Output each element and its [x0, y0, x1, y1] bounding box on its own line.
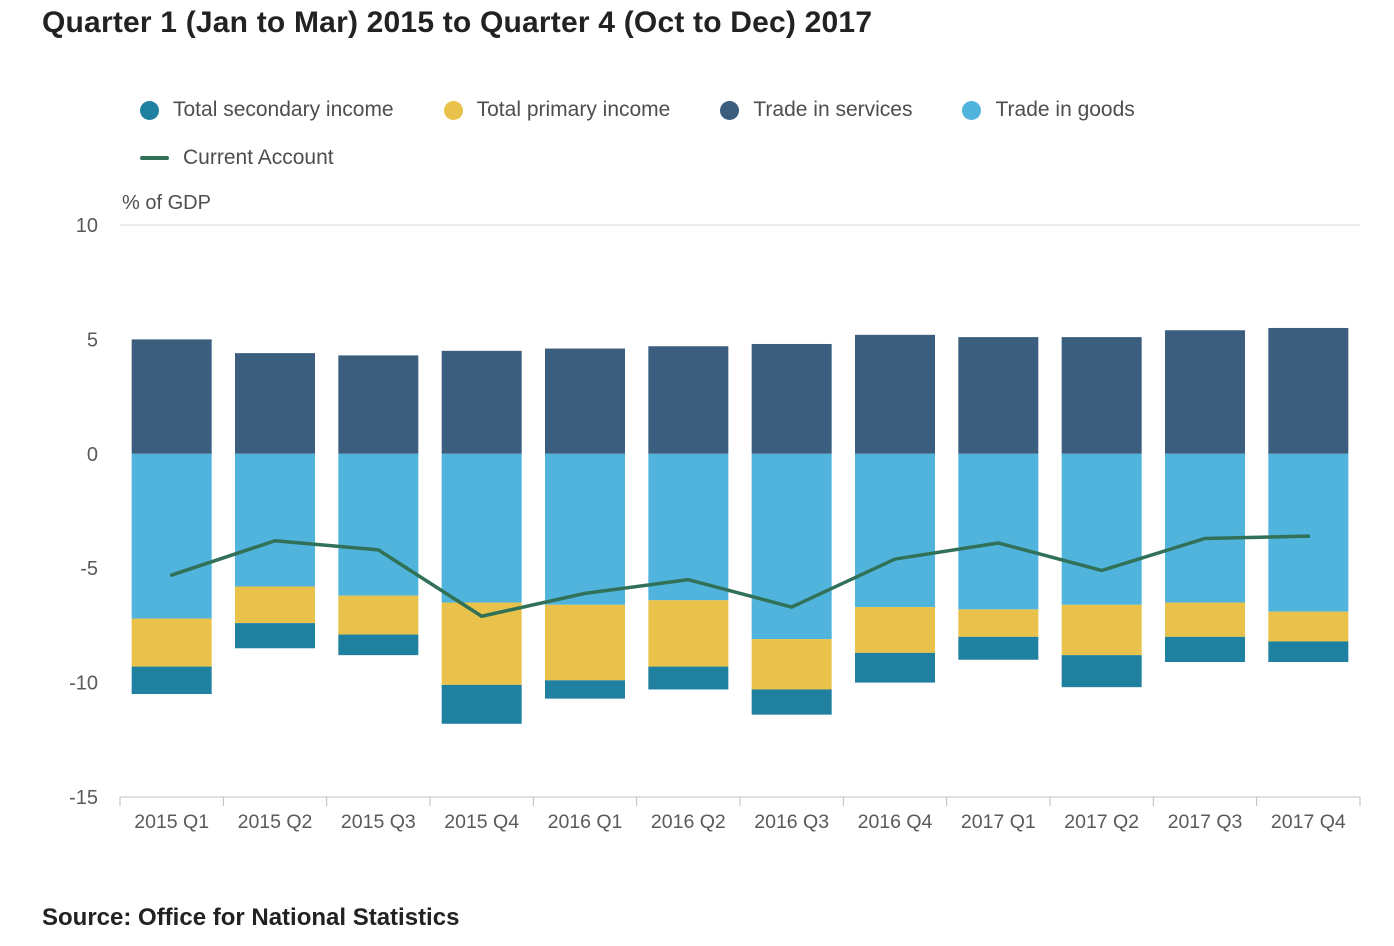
bar-segment[interactable] — [131, 453, 212, 619]
y-axis-tick-label: -5 — [80, 558, 98, 580]
legend-item-trade-in-services[interactable]: Trade in services — [720, 98, 912, 122]
legend-dot-swatch-icon — [720, 100, 740, 120]
bar-segment[interactable] — [648, 666, 729, 690]
y-axis-tick-label: 10 — [76, 215, 98, 237]
bar-segment[interactable] — [855, 334, 935, 454]
bar-segment[interactable] — [1061, 604, 1142, 656]
y-axis-tick-label: -10 — [69, 673, 98, 695]
legend-item-total-primary-income[interactable]: Total primary income — [443, 98, 671, 122]
current-account-line — [169, 534, 1311, 618]
bar-segment[interactable] — [648, 346, 729, 454]
bar-segment[interactable] — [751, 689, 832, 715]
legend-label: Current Account — [183, 146, 334, 169]
x-axis-category-label: 2017 Q2 — [1064, 811, 1139, 833]
bar-segment[interactable] — [545, 680, 625, 699]
bar-segment[interactable] — [1061, 337, 1142, 454]
bar-segment[interactable] — [131, 618, 212, 667]
legend-dot-swatch-icon — [443, 100, 463, 120]
legend-label: Trade in goods — [995, 98, 1135, 121]
bar-segment[interactable] — [338, 453, 419, 596]
legend-item-total-secondary-income[interactable]: Total secondary income — [140, 98, 394, 122]
legend-item-trade-in-goods[interactable]: Trade in goods — [962, 98, 1135, 122]
x-axis-category-label: 2017 Q4 — [1271, 811, 1346, 833]
x-axis-category-label: 2017 Q1 — [961, 811, 1036, 833]
x-axis-category-label: 2016 Q4 — [858, 811, 933, 833]
x-axis-category-label: 2016 Q2 — [651, 811, 726, 833]
bar-segment[interactable] — [1268, 611, 1349, 642]
bar-segment[interactable] — [855, 453, 935, 608]
x-axis-category-label: 2016 Q3 — [754, 811, 829, 833]
bar-segment[interactable] — [131, 339, 212, 454]
bar-segment[interactable] — [441, 453, 522, 603]
bar-segment[interactable] — [545, 453, 625, 605]
x-axis-category-label: 2015 Q2 — [238, 811, 313, 833]
bar-segment[interactable] — [235, 353, 315, 454]
bar-segment[interactable] — [235, 586, 315, 624]
bar-segment[interactable] — [235, 453, 315, 587]
bar-segment[interactable] — [545, 348, 625, 454]
y-axis-tick-label: 0 — [87, 444, 98, 466]
bar-segment[interactable] — [441, 350, 522, 454]
bar-segment[interactable] — [1061, 453, 1142, 605]
bar-segment[interactable] — [545, 604, 625, 681]
x-axis-category-label: 2017 Q3 — [1168, 811, 1243, 833]
bar-segment[interactable] — [958, 337, 1039, 454]
bar-segment[interactable] — [441, 684, 522, 724]
bar-segment[interactable] — [751, 343, 832, 454]
bar-segment[interactable] — [1268, 327, 1349, 454]
legend-item-current-account[interactable]: Current Account — [140, 146, 334, 170]
legend-dot-swatch-icon — [962, 100, 982, 120]
bar-segment[interactable] — [855, 607, 935, 653]
bar-segment[interactable] — [1165, 636, 1245, 663]
bar-segment[interactable] — [338, 634, 419, 656]
legend-dot-swatch-icon — [140, 100, 159, 120]
legend-row: Total secondary income Total primary inco… — [140, 98, 1135, 122]
bar-segment[interactable] — [131, 666, 212, 695]
bar-segment[interactable] — [855, 652, 935, 683]
x-axis-category-label: 2015 Q3 — [341, 811, 416, 833]
bar-segment[interactable] — [1061, 655, 1142, 688]
y-axis-tick-label: -15 — [69, 787, 98, 809]
legend-label: Total primary income — [476, 98, 671, 121]
legend: Total secondary income Total primary inco… — [140, 98, 1135, 170]
bar-segment[interactable] — [751, 453, 832, 640]
bar-segment[interactable] — [1268, 641, 1349, 663]
bar-segment[interactable] — [648, 600, 729, 667]
bar-segment[interactable] — [1165, 453, 1245, 603]
bar-segment[interactable] — [338, 595, 419, 635]
bar-segment[interactable] — [958, 453, 1039, 610]
bar-segment[interactable] — [1165, 330, 1245, 454]
bar-segment[interactable] — [958, 636, 1039, 660]
legend-label: Trade in services — [753, 98, 913, 121]
bar-segment[interactable] — [648, 453, 729, 601]
x-axis-category-label: 2016 Q1 — [548, 811, 623, 833]
bar-segment[interactable] — [751, 639, 832, 690]
x-axis-category-label: 2015 Q4 — [444, 811, 519, 833]
y-axis-unit-label: % of GDP — [122, 192, 211, 214]
bar-segment[interactable] — [1268, 453, 1349, 612]
bar-segment[interactable] — [235, 623, 315, 649]
y-axis-tick-label: 5 — [87, 329, 98, 351]
source-note: Source: Office for National Statistics — [42, 904, 460, 931]
legend-label: Total secondary income — [173, 98, 394, 121]
chart-title: Quarter 1 (Jan to Mar) 2015 to Quarter 4… — [42, 6, 873, 39]
bar-segment[interactable] — [338, 355, 419, 454]
bar-segment[interactable] — [1165, 602, 1245, 637]
x-axis-category-label: 2015 Q1 — [134, 811, 209, 833]
legend-row: Current Account — [140, 146, 1135, 170]
legend-line-swatch-icon — [140, 156, 169, 160]
bar-segment[interactable] — [958, 609, 1039, 637]
